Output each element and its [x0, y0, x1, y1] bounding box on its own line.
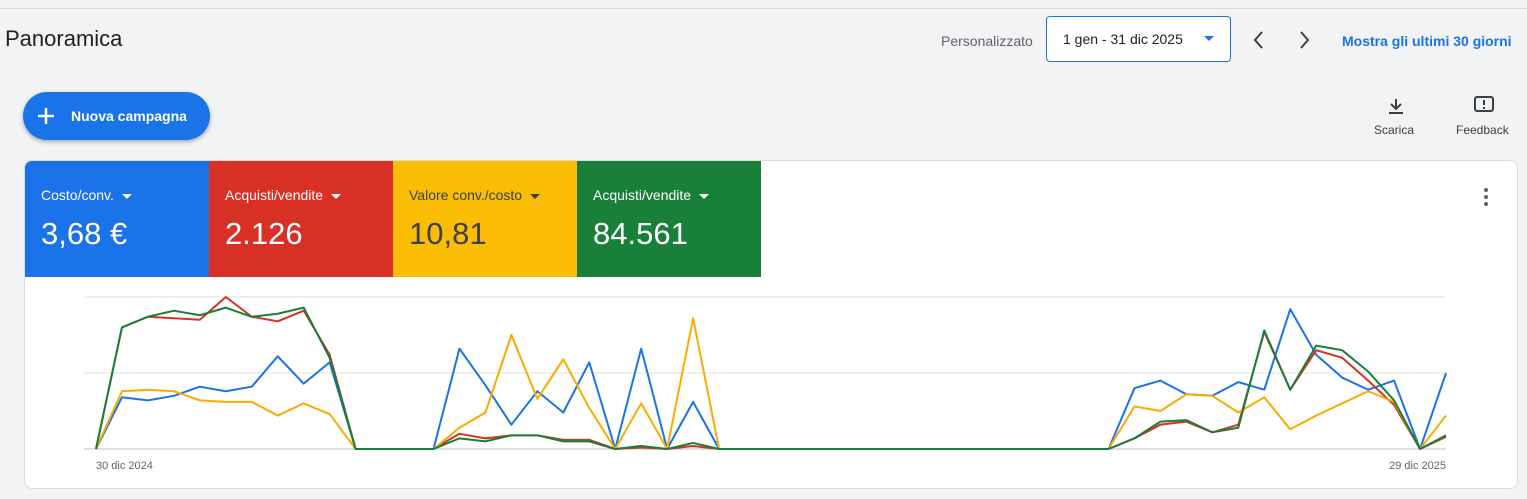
scorecard[interactable]: Acquisti/vendite 2.126: [209, 161, 393, 277]
scorecard[interactable]: Costo/conv. 3,68 €: [25, 161, 209, 277]
date-picker[interactable]: 1 gen - 31 dic 2025: [1046, 16, 1231, 62]
scorecard-value: 84.561: [593, 216, 688, 251]
caret: [699, 193, 710, 199]
scorecard-label: Valore conv./costo: [409, 187, 541, 203]
new-campaign-button[interactable]: Nuova campagna: [23, 92, 210, 140]
download-button[interactable]: Scarica: [1374, 123, 1415, 137]
scorecard-label: Acquisti/vendite: [225, 187, 342, 203]
chart-card: Costo/conv. 3,68 € Acquisti/vendite 2.126 Va…: [24, 160, 1518, 489]
next[interactable]: [1300, 31, 1310, 49]
scorecard-value: 3,68 €: [41, 216, 128, 251]
caret: [530, 193, 541, 199]
scorecard-label: Acquisti/vendite: [593, 187, 710, 203]
divider: [0, 8, 1527, 9]
scorecard-value: 10,81: [409, 216, 487, 251]
range-type: Personalizzato: [941, 33, 1033, 49]
scorecard[interactable]: Acquisti/vendite 84.561: [577, 161, 761, 277]
page-title: Panoramica: [5, 26, 123, 51]
caret: [1204, 36, 1214, 41]
date-range: 1 gen - 31 dic 2025: [1063, 31, 1183, 47]
caret: [331, 193, 342, 199]
feedback-button[interactable]: Feedback: [1456, 123, 1509, 137]
scorecard-value: 2.126: [225, 216, 303, 251]
caret: [121, 193, 132, 199]
button-label: Nuova campagna: [71, 108, 187, 124]
download-icon[interactable]: [1389, 99, 1403, 114]
last-30-link[interactable]: Mostra gli ultimi 30 giorni: [1342, 33, 1512, 49]
prev[interactable]: [1253, 31, 1263, 49]
scorecard[interactable]: Valore conv./costo 10,81: [393, 161, 577, 277]
feedback-icon[interactable]: [1474, 96, 1494, 112]
scorecard-label: Costo/conv.: [41, 187, 132, 203]
